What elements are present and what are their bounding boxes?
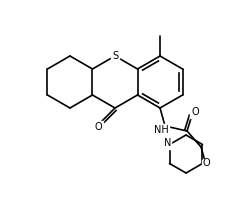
Text: O: O <box>203 159 210 168</box>
Text: N: N <box>203 161 209 170</box>
Text: O: O <box>94 122 102 132</box>
Text: N: N <box>164 139 171 149</box>
Text: O: O <box>191 107 199 117</box>
Text: S: S <box>112 51 118 61</box>
Text: NH: NH <box>154 125 168 135</box>
